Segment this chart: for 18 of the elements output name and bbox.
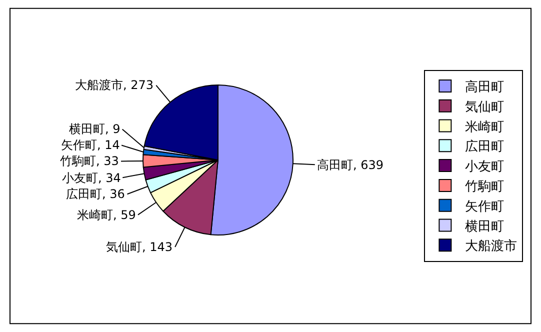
data-label: 大船渡市, 273 [75, 78, 154, 92]
legend-label: 矢作町 [465, 199, 504, 214]
data-label: 横田町, 9 [69, 122, 120, 136]
legend-label: 竹駒町 [465, 180, 504, 195]
legend-label: 米崎町 [465, 120, 504, 135]
data-label: 気仙町, 143 [106, 240, 173, 254]
legend-label: 広田町 [465, 138, 504, 155]
data-label: 高田町, 639 [317, 158, 384, 172]
data-label: 広田町, 36 [66, 187, 125, 201]
legend-label: 気仙町 [465, 100, 504, 115]
legend-label: 小友町 [465, 160, 504, 175]
data-label: 竹駒町, 33 [60, 154, 119, 168]
data-label: 米崎町, 59 [77, 208, 136, 222]
legend-label: 横田町 [465, 219, 504, 234]
legend-label: 大船渡市 [465, 239, 518, 254]
data-label: 矢作町, 14 [61, 138, 120, 152]
legend-label: 高田町 [465, 79, 504, 96]
data-label: 小友町, 34 [62, 171, 121, 185]
